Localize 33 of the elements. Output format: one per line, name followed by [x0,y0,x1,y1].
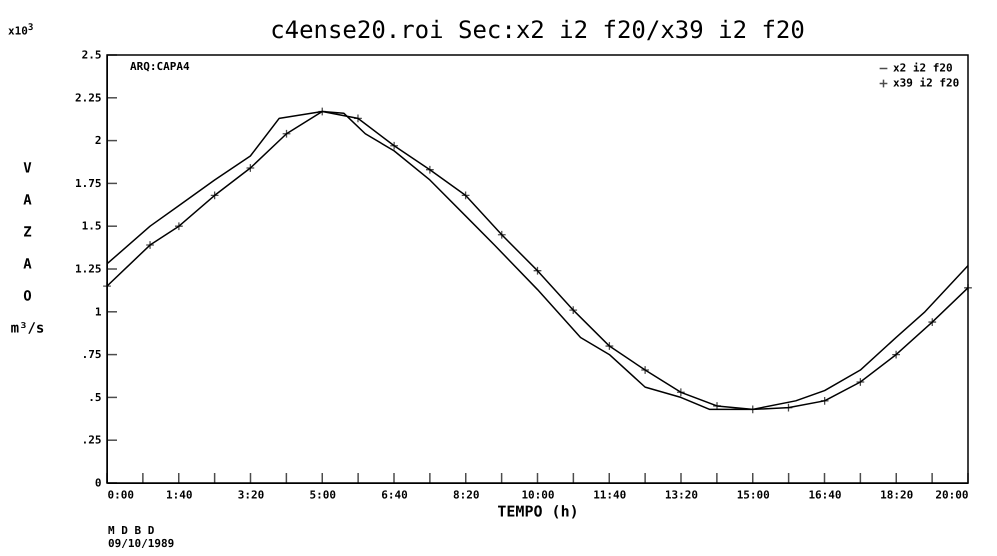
chart-title: c4ense20.roi Sec:x2 i2 f20/x39 i2 f20 [270,16,805,44]
y-tick-label: 1 [94,305,102,318]
y-tick-label: 2.5 [82,48,102,62]
x-tick-label: 1:40 [166,488,192,502]
x-tick-label: 3:20 [238,488,264,502]
x-tick-label: 11:40 [593,488,626,502]
y-tick-label: .25 [82,434,102,447]
y-tick-label: 1.25 [75,262,102,276]
y-tick-label: 2.25 [75,91,102,104]
y-tick-label: .75 [82,348,102,362]
x-tick-label: 18:20 [880,488,914,502]
text: x10$^{3}$ [8,22,34,38]
x-tick-label: 8:20 [453,488,480,502]
y-axis-title: VAZAO m³/s [10,160,44,336]
x-tick-label: 20:00 [935,488,968,502]
x-axis-title: TEMPO (h) [497,502,579,520]
text: M D B D [108,524,154,537]
text: 09/10/1989 [108,537,174,550]
x-tick-label: 6:40 [381,488,408,502]
x-tick-label: 16:40 [808,488,842,502]
legend-label: x39 i2 f20 [893,76,960,90]
x-tick-label: 15:00 [736,488,770,502]
y-tick-label: .5 [88,390,102,404]
legend-label: x2 i2 f20 [893,62,953,74]
x-tick-label: 13:20 [664,488,698,502]
x-tick-label: 10:00 [521,488,555,502]
y-tick-label: 1.5 [82,220,102,233]
annotation: ARQ:CAPA4 [130,60,190,73]
y-tick-label: 2 [94,134,102,148]
y-tick-label: 0 [94,476,102,490]
x-tick-label: 0:00 [108,488,134,502]
x-tick-label: 5:00 [310,488,336,502]
y-tick-label: 1.75 [75,176,102,190]
